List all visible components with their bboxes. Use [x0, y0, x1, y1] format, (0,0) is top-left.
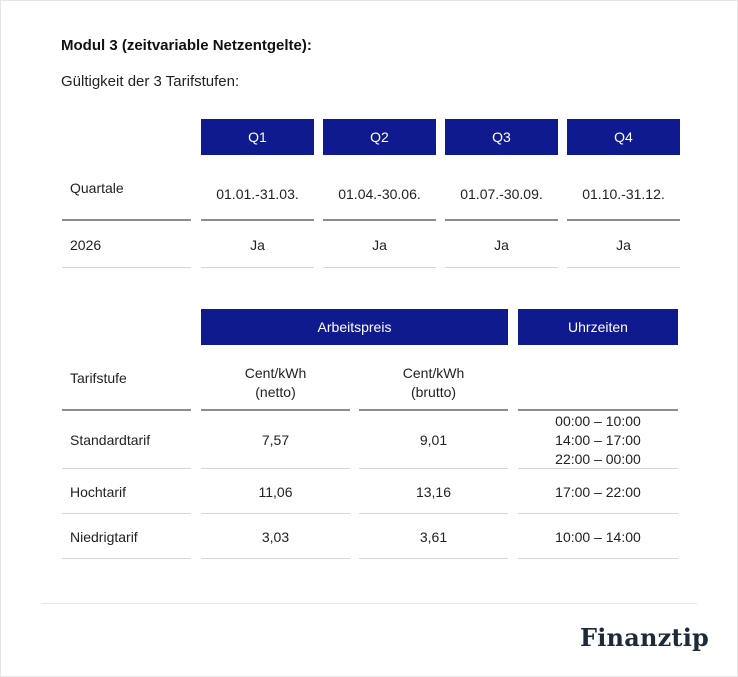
tariff-row-times-hoch: 17:00 – 22:00	[555, 483, 641, 500]
tariff-row-times-standard: 00:00 – 10:00 14:00 – 17:00 22:00 – 00:0…	[518, 412, 678, 469]
time-range: 22:00 – 00:00	[555, 451, 641, 467]
footer-divider	[41, 603, 697, 604]
netto-header-line2: (netto)	[255, 384, 296, 400]
row-divider	[62, 267, 191, 268]
brutto-column-header: Cent/kWh (brutto)	[359, 362, 508, 404]
tariff-row-label-hoch: Hochtarif	[70, 483, 127, 500]
row-divider	[445, 267, 558, 268]
quarter-header-q1: Q1	[201, 119, 314, 155]
year-row-q4-value: Ja	[616, 236, 631, 253]
quarter-period-q1: 01.01.-31.03.	[216, 185, 299, 202]
year-row-label: 2026	[70, 236, 102, 253]
year-row-q1-value: Ja	[250, 236, 265, 253]
row-divider	[323, 267, 436, 268]
year-row-q3-value: Ja	[494, 236, 509, 253]
row-divider	[62, 513, 191, 514]
row-divider	[201, 267, 314, 268]
quarters-header-rule	[201, 219, 314, 221]
quarter-period-q2: 01.04.-30.06.	[338, 185, 421, 202]
validity-subtitle: Gültigkeit der 3 Tarifstufen:	[61, 73, 240, 90]
quarters-header-rule	[445, 219, 558, 221]
tariff-header-rule	[518, 409, 678, 411]
netto-column-header: Cent/kWh (netto)	[201, 362, 350, 404]
netto-header-line1: Cent/kWh	[244, 365, 307, 381]
row-divider	[62, 558, 191, 559]
tariff-row-brutto-hoch: 13,16	[415, 483, 452, 500]
quarters-header-rule	[62, 219, 191, 221]
tariff-row-netto-standard: 7,57	[261, 431, 290, 448]
row-divider	[359, 558, 508, 559]
quarters-row-label-header: Quartale	[70, 179, 124, 196]
row-divider	[201, 558, 350, 559]
row-divider	[518, 468, 678, 469]
row-divider	[518, 558, 678, 559]
tariff-row-times-niedrig: 10:00 – 14:00	[555, 528, 641, 545]
quarter-period-q4: 01.10.-31.12.	[582, 185, 665, 202]
row-divider	[201, 468, 350, 469]
tariff-row-brutto-niedrig: 3,61	[419, 528, 448, 545]
tariff-header-rule	[201, 409, 350, 411]
row-divider	[359, 468, 508, 469]
tariff-row-label-standard: Standardtarif	[70, 431, 151, 448]
price-group-header: Arbeitspreis	[201, 309, 508, 345]
quarters-header-rule	[323, 219, 436, 221]
finanztip-logo: Finanztip	[580, 623, 710, 652]
quarter-header-q3: Q3	[445, 119, 558, 155]
tariff-row-netto-niedrig: 3,03	[261, 528, 290, 545]
quarter-header-q4: Q4	[567, 119, 680, 155]
tariff-row-brutto-standard: 9,01	[419, 431, 448, 448]
row-divider	[359, 513, 508, 514]
row-divider	[201, 513, 350, 514]
tariff-label-header: Tarifstufe	[70, 369, 127, 386]
tariff-header-rule	[359, 409, 508, 411]
tariff-header-rule	[62, 409, 191, 411]
row-divider	[518, 513, 678, 514]
tariff-row-label-niedrig: Niedrigtarif	[70, 528, 138, 545]
brutto-header-line2: (brutto)	[410, 384, 457, 400]
time-range: 00:00 – 10:00	[555, 413, 641, 429]
tariff-row-netto-hoch: 11,06	[258, 483, 293, 500]
times-group-header: Uhrzeiten	[518, 309, 678, 345]
quarters-header-rule	[567, 219, 680, 221]
quarter-header-q2: Q2	[323, 119, 436, 155]
row-divider	[62, 468, 191, 469]
module-title: Modul 3 (zeitvariable Netzentgelte):	[61, 37, 312, 54]
quarter-period-q3: 01.07.-30.09.	[460, 185, 543, 202]
year-row-q2-value: Ja	[372, 236, 387, 253]
row-divider	[567, 267, 680, 268]
brutto-header-line1: Cent/kWh	[402, 365, 465, 381]
time-range: 14:00 – 17:00	[555, 432, 641, 448]
